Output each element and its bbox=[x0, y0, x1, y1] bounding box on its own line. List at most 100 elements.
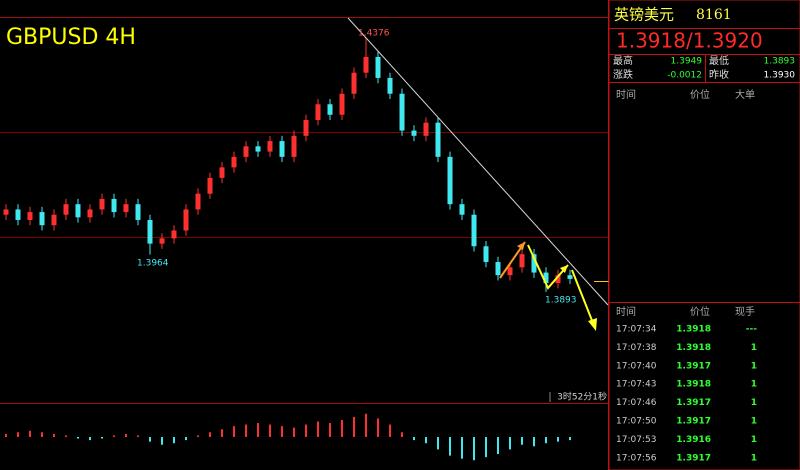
candle-body bbox=[447, 156, 453, 205]
candle-body bbox=[279, 141, 285, 157]
candle-body bbox=[15, 209, 21, 220]
candle-body bbox=[483, 246, 489, 263]
trade-time: 17:07:53 bbox=[616, 435, 656, 445]
candle-body bbox=[303, 120, 309, 136]
candle-body bbox=[231, 156, 237, 168]
candle-body bbox=[543, 272, 549, 284]
candle-body bbox=[327, 104, 333, 115]
candle-body bbox=[315, 104, 321, 121]
arrow bbox=[527, 244, 569, 290]
candle-body bbox=[27, 212, 33, 220]
candle-body bbox=[267, 141, 273, 152]
chart-title: GBPUSD 4H bbox=[6, 25, 136, 50]
arrow-head bbox=[588, 318, 597, 331]
candle-body bbox=[531, 254, 537, 273]
candle-body bbox=[111, 198, 117, 213]
candle-body bbox=[291, 135, 297, 157]
label: 最高 bbox=[613, 54, 633, 67]
candle-body bbox=[459, 204, 465, 215]
value: 1.3930 bbox=[764, 71, 796, 81]
candle-body bbox=[399, 93, 405, 131]
candle-body bbox=[3, 209, 9, 215]
header: 价位 bbox=[690, 88, 710, 101]
trade-price: 1.3917 bbox=[676, 453, 711, 463]
candle-body bbox=[495, 262, 501, 276]
label: 昨收 bbox=[709, 68, 729, 81]
trade-time: 17:07:50 bbox=[616, 417, 657, 427]
trade-price: 1.3918 bbox=[676, 343, 711, 353]
low-label: 1.3964 bbox=[137, 259, 169, 269]
trade-price: 1.3918 bbox=[676, 325, 711, 335]
candle-body bbox=[255, 146, 261, 152]
trade-volume: 1 bbox=[751, 453, 757, 463]
plot bbox=[3, 37, 573, 461]
candle-body bbox=[207, 177, 213, 194]
quote-name: 英镑美元 bbox=[614, 6, 674, 24]
quote-panel bbox=[608, 0, 800, 470]
candle-body bbox=[51, 214, 57, 226]
low-label: 1.3893 bbox=[545, 296, 577, 306]
candle-body bbox=[171, 230, 177, 239]
trend-line bbox=[347, 17, 609, 306]
candle-body bbox=[39, 212, 45, 226]
header: 大单 bbox=[735, 88, 755, 101]
candle-body bbox=[63, 204, 69, 215]
trade-volume: 1 bbox=[751, 380, 757, 390]
header: 时间 bbox=[616, 305, 636, 318]
trade-price: 1.3917 bbox=[676, 417, 711, 427]
candle-body bbox=[567, 275, 573, 279]
trade-volume: 1 bbox=[751, 398, 757, 408]
header: 价位 bbox=[690, 305, 710, 318]
trade-time: 17:07:46 bbox=[616, 398, 657, 408]
header: 现手 bbox=[735, 305, 755, 318]
candle-body bbox=[423, 122, 429, 136]
label: 最低 bbox=[709, 54, 729, 67]
trade-price: 1.3917 bbox=[676, 398, 711, 408]
trade-volume: 1 bbox=[751, 343, 757, 353]
candle-body bbox=[375, 56, 381, 78]
quote-price: 1.3918/1.3920 bbox=[616, 29, 763, 53]
trade-price: 1.3916 bbox=[676, 435, 711, 445]
arrow-head bbox=[517, 242, 525, 250]
value: 1.3893 bbox=[764, 57, 796, 67]
candle-body bbox=[387, 77, 393, 94]
candle-body bbox=[147, 219, 153, 244]
candle-body bbox=[519, 254, 525, 268]
candle-body bbox=[243, 146, 249, 157]
quote-code: 8161 bbox=[696, 7, 732, 23]
label: 涨跌 bbox=[613, 68, 633, 81]
timer: 3时52分1秒 bbox=[557, 391, 607, 403]
header: 时间 bbox=[616, 88, 636, 101]
candle-body bbox=[507, 267, 513, 276]
arrow-head bbox=[560, 265, 568, 273]
trade-volume: --- bbox=[746, 325, 757, 335]
candle-body bbox=[363, 56, 369, 73]
trade-time: 17:07:38 bbox=[616, 343, 657, 353]
candle-body bbox=[183, 209, 189, 231]
trade-price: 1.3917 bbox=[676, 361, 711, 371]
trade-time: 17:07:40 bbox=[616, 361, 657, 371]
candle-body bbox=[123, 204, 129, 213]
high-label: 1.4376 bbox=[358, 29, 390, 39]
candle-body bbox=[351, 72, 357, 94]
candle-body bbox=[555, 275, 561, 284]
candle-body bbox=[339, 93, 345, 115]
candle-body bbox=[435, 122, 441, 157]
trade-volume: 1 bbox=[751, 435, 757, 445]
candle-body bbox=[411, 130, 417, 136]
value: 1.3949 bbox=[671, 57, 703, 67]
trade-time: 17:07:56 bbox=[616, 453, 657, 463]
trade-time: 17:07:34 bbox=[616, 325, 657, 335]
candle-body bbox=[75, 204, 81, 218]
candle-body bbox=[135, 204, 141, 220]
candle-body bbox=[99, 198, 105, 210]
arrow bbox=[571, 269, 594, 324]
candle-body bbox=[219, 167, 225, 178]
trade-volume: 1 bbox=[751, 361, 757, 371]
candle-body bbox=[195, 193, 201, 210]
candle-body bbox=[159, 238, 165, 244]
trade-price: 1.3918 bbox=[676, 380, 711, 390]
candle-body bbox=[87, 209, 93, 218]
